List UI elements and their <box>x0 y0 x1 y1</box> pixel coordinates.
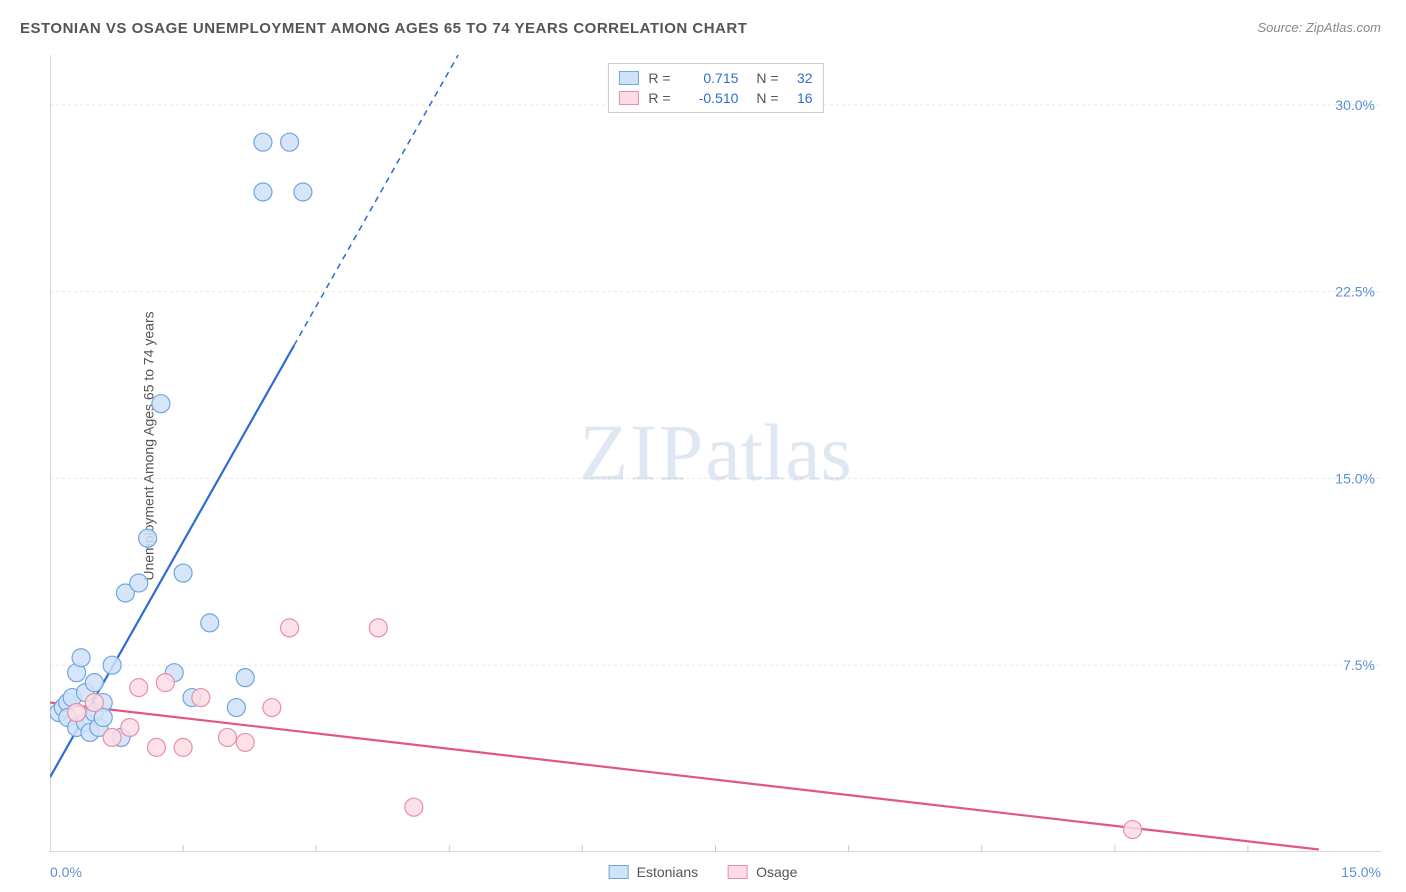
r-value-osage: -0.510 <box>688 90 738 106</box>
n-value-osage: 16 <box>789 90 813 106</box>
n-label: N = <box>756 70 778 86</box>
chart-title: ESTONIAN VS OSAGE UNEMPLOYMENT AMONG AGE… <box>20 20 747 37</box>
legend-label-osage: Osage <box>756 864 797 880</box>
x-axis-max-label: 15.0% <box>1341 864 1381 880</box>
n-value-estonians: 32 <box>789 70 813 86</box>
swatch-estonians-icon <box>609 865 629 879</box>
scatter-plot: 7.5% 15.0% 22.5% 30.0% <box>50 55 1381 852</box>
x-axis-min-label: 0.0% <box>50 864 82 880</box>
legend-label-estonians: Estonians <box>637 864 698 880</box>
svg-text:30.0%: 30.0% <box>1335 97 1375 113</box>
swatch-osage-icon <box>618 91 638 105</box>
series-legend: Estonians Osage <box>609 864 798 880</box>
r-value-estonians: 0.715 <box>688 70 738 86</box>
svg-text:22.5%: 22.5% <box>1335 284 1375 300</box>
legend-item-osage: Osage <box>728 864 797 880</box>
n-label: N = <box>756 90 778 106</box>
legend-row-estonians: R = 0.715 N = 32 <box>618 68 812 88</box>
correlation-legend: R = 0.715 N = 32 R = -0.510 N = 16 <box>607 63 823 113</box>
r-label: R = <box>648 90 678 106</box>
r-label: R = <box>648 70 678 86</box>
swatch-estonians-icon <box>618 71 638 85</box>
svg-text:15.0%: 15.0% <box>1335 470 1375 486</box>
svg-text:7.5%: 7.5% <box>1343 657 1375 673</box>
swatch-osage-icon <box>728 865 748 879</box>
source-attribution: Source: ZipAtlas.com <box>1257 20 1381 35</box>
legend-item-estonians: Estonians <box>609 864 698 880</box>
chart-area: ZIPatlas R = 0.715 N = 32 R = -0.510 N =… <box>50 55 1381 852</box>
legend-row-osage: R = -0.510 N = 16 <box>618 88 812 108</box>
